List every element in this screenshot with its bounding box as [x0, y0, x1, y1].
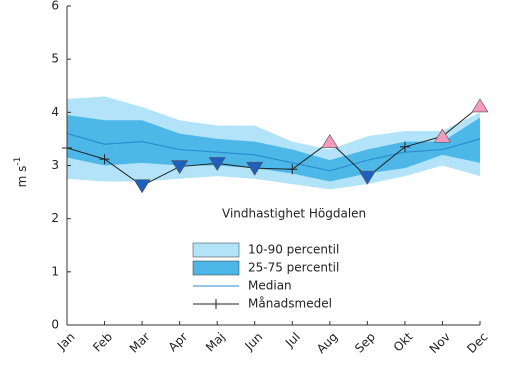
x-tick-label: Jan — [54, 330, 78, 354]
band-area — [67, 114, 480, 182]
y-tick-label: 0 — [51, 318, 59, 332]
y-tick-label: 1 — [51, 264, 59, 278]
legend-swatch — [192, 242, 240, 258]
triangle-marker — [133, 179, 151, 194]
triangle-marker — [358, 170, 376, 185]
triangle-marker — [208, 157, 226, 171]
series-line — [66, 133, 481, 172]
y-label-text: m s — [15, 166, 29, 188]
triangle-marker — [471, 98, 489, 113]
legend-label: 25-75 percentil — [248, 261, 339, 275]
plus-marker — [99, 154, 110, 165]
x-tick-label: Dec — [464, 330, 490, 356]
x-tick-label: Jun — [241, 330, 265, 354]
y-axis-label: m s-1 — [13, 157, 29, 188]
x-tick-label: Mar — [127, 330, 153, 356]
y-tick-label: 3 — [51, 158, 59, 172]
x-tick-label: Sep — [352, 330, 378, 356]
plus-marker — [399, 141, 410, 152]
x-tick-label: Okt — [391, 329, 416, 354]
annotation: Vindhastighet Högdalen — [222, 207, 366, 221]
legend-swatch — [192, 260, 240, 276]
y-tick-label: 6 — [51, 0, 59, 13]
x-tick-label: Nov — [427, 330, 453, 356]
y-tick-label: 4 — [51, 105, 59, 119]
x-tick-label: Maj — [203, 330, 228, 355]
y-label-sup: -1 — [13, 157, 23, 166]
triangle-marker — [171, 160, 189, 175]
x-tick-label: Aug — [314, 330, 340, 356]
legend-label: Median — [248, 279, 292, 293]
y-tick-label: 2 — [51, 211, 59, 225]
triangle-marker — [321, 134, 339, 148]
x-tick-label: Feb — [90, 330, 115, 355]
x-tick-label: Jul — [282, 330, 303, 351]
legend-label: 10-90 percentil — [248, 243, 339, 257]
triangle-marker — [246, 161, 264, 176]
plus-marker — [287, 164, 298, 175]
x-tick-label: Apr — [166, 330, 191, 355]
legend-label: Månadsmedel — [248, 297, 332, 311]
y-tick-label: 5 — [51, 52, 59, 66]
triangle-marker — [433, 128, 451, 143]
